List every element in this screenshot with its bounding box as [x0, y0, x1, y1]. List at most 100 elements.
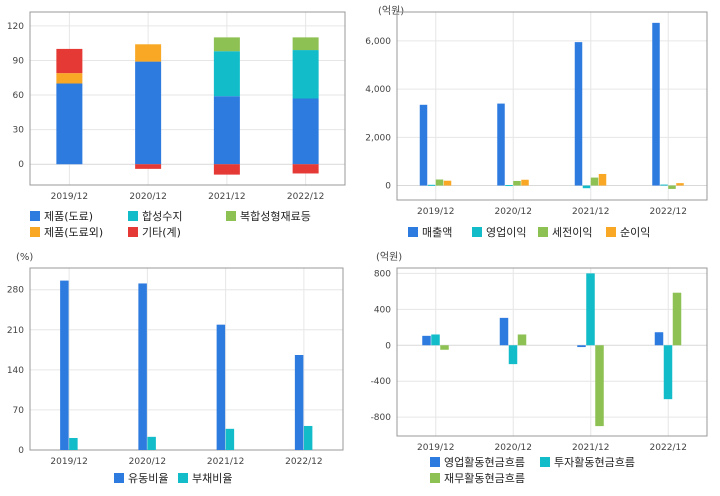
x-tick-label: 2020/12	[129, 192, 166, 202]
x-tick-label: 2021/12	[207, 457, 244, 467]
bar-복합성형재료등	[292, 37, 319, 51]
legend-swatch	[430, 473, 440, 483]
bar-영업이익	[505, 185, 513, 187]
cashflow-unit: (억원)	[376, 251, 402, 263]
legend-item-제품-도료: 제품(도료)	[30, 210, 93, 223]
bar-영업이익	[582, 185, 591, 189]
x-tick-label: 2021/12	[572, 443, 609, 453]
y-tick-label: 210	[7, 326, 24, 336]
legend-item-부채비율: 부채비율	[178, 472, 232, 485]
bar-제품-도료외	[135, 44, 162, 62]
income-panel: (억원) 0 2,000 4,000 6,000 2019/12 2020/12 2021/…	[365, 5, 708, 239]
legend-swatch	[538, 227, 548, 237]
bar-제품-도료	[213, 96, 240, 165]
legend-swatch	[30, 227, 40, 237]
x-tick-label: 2021/12	[208, 192, 245, 202]
bar-제품-도료외	[56, 73, 83, 84]
legend-label: 합성수지	[142, 210, 182, 223]
y-tick-label: 4,000	[365, 85, 391, 95]
x-tick-label: 2022/12	[650, 443, 687, 453]
y-tick-label: 30	[13, 126, 25, 136]
x-tick-label: 2019/12	[417, 443, 454, 453]
bar-순이익	[676, 183, 684, 186]
bar-순이익	[443, 180, 452, 186]
bar-기타-계	[56, 48, 83, 74]
bar-기타-계	[292, 164, 319, 174]
bar-부채비율	[303, 425, 313, 450]
bar-영업활동현금흐름	[654, 332, 664, 346]
legend-label: 세전이익	[552, 226, 592, 239]
plot-frame	[29, 11, 346, 186]
legend-label: 재무활동현금흐름	[444, 471, 525, 485]
bar-재무활동현금흐름	[517, 334, 527, 346]
bar-제품-도료	[56, 83, 83, 165]
y-tick-label: 800	[374, 269, 391, 279]
y-tick-label: 120	[7, 22, 24, 32]
bar-세전이익	[590, 177, 599, 186]
y-tick-label: 140	[7, 366, 24, 376]
bar-세전이익	[668, 185, 676, 189]
x-tick-label: 2022/12	[650, 207, 687, 217]
bar-투자활동현금흐름	[508, 345, 518, 365]
legend-item-투자활동현금흐름: 투자활동현금흐름	[540, 455, 635, 469]
bar-복합성형재료등	[213, 37, 240, 52]
bar-순이익	[521, 179, 529, 186]
bar-부채비율	[69, 437, 78, 450]
x-tick-label: 2020/12	[129, 457, 166, 467]
y-tick-label: 0	[18, 160, 24, 170]
y-tick-label: 0	[18, 446, 24, 456]
bar-투자활동현금흐름	[431, 334, 440, 346]
bar-재무활동현금흐름	[595, 345, 604, 427]
y-tick-label: 70	[13, 406, 25, 416]
bar-유동비율	[216, 324, 226, 450]
legend-label: 제품(도료외)	[44, 226, 103, 239]
y-tick-label: 0	[385, 341, 391, 351]
y-tick-label: 2,000	[365, 133, 391, 143]
y-tick-label: 60	[13, 91, 25, 101]
bar-재무활동현금흐름	[440, 345, 449, 350]
bar-재무활동현금흐름	[672, 292, 682, 346]
legend-label: 순이익	[620, 226, 650, 239]
y-tick-label: 6,000	[365, 37, 391, 47]
legend-swatch	[540, 457, 550, 467]
income-unit: (억원)	[378, 5, 404, 17]
bar-기타-계	[213, 164, 240, 175]
bar-영업이익	[427, 184, 436, 186]
y-tick-label: 280	[7, 286, 24, 296]
ratios-panel: (%) 0 70 140 210 280 2019/12 2020/12 2021/12 202…	[7, 252, 344, 485]
y-tick-label: 0	[385, 182, 391, 192]
bar-합성수지	[213, 51, 240, 97]
legend-item-합성수지: 합성수지	[128, 210, 182, 223]
legend-item-매출액: 매출액	[408, 226, 452, 239]
revenue-mix-panel: 0 30 60 90 120 2019/12 2020/12 2021/12 2022/12 제품…	[7, 11, 346, 239]
legend-label: 유동비율	[128, 472, 168, 485]
legend-item-영업활동현금흐름: 영업활동현금흐름	[430, 455, 525, 469]
legend-label: 제품(도료)	[44, 210, 93, 223]
bar-영업활동현금흐름	[422, 335, 431, 346]
legend-label: 매출액	[422, 226, 452, 239]
legend-swatch	[226, 211, 236, 221]
bar-유동비율	[138, 283, 147, 450]
bar-매출액	[419, 104, 428, 186]
legend-swatch	[606, 227, 616, 237]
x-tick-label: 2020/12	[495, 443, 532, 453]
plot-frame	[396, 267, 708, 437]
y-tick-label: -800	[371, 413, 392, 423]
bar-영업활동현금흐름	[577, 345, 586, 348]
x-tick-label: 2019/12	[51, 192, 88, 202]
legend-item-기타-계: 기타(계)	[128, 226, 181, 239]
legend-swatch	[114, 473, 124, 483]
legend-swatch	[128, 227, 138, 237]
bar-기타-계	[135, 164, 162, 169]
bar-영업이익	[660, 184, 668, 186]
bar-매출액	[652, 22, 660, 186]
legend-label: 부채비율	[192, 472, 232, 485]
bar-부채비율	[147, 436, 156, 450]
bar-세전이익	[435, 179, 444, 186]
legend-item-유동비율: 유동비율	[114, 472, 168, 485]
legend-swatch	[128, 211, 138, 221]
bar-제품-도료	[292, 98, 319, 165]
legend-item-영업이익: 영업이익	[472, 226, 526, 239]
bar-순이익	[598, 173, 607, 186]
x-tick-label: 2019/12	[50, 457, 87, 467]
